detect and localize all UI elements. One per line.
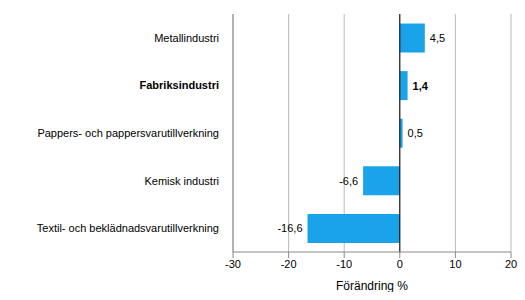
svg-text:-20: -20 xyxy=(281,258,297,270)
svg-text:Förändring %: Förändring % xyxy=(336,279,408,292)
svg-text:20: 20 xyxy=(505,258,517,270)
svg-text:-30: -30 xyxy=(225,258,241,270)
svg-text:4,5: 4,5 xyxy=(430,32,445,44)
svg-text:Kemisk industri: Kemisk industri xyxy=(144,175,219,187)
svg-text:-6,6: -6,6 xyxy=(339,175,358,187)
svg-text:Metallindustri: Metallindustri xyxy=(154,32,219,44)
svg-text:-10: -10 xyxy=(336,258,352,270)
svg-text:1,4: 1,4 xyxy=(413,80,429,92)
svg-text:Pappers- och pappersvarutillve: Pappers- och pappersvarutillverkning xyxy=(37,127,219,139)
svg-text:10: 10 xyxy=(449,258,461,270)
svg-text:0,5: 0,5 xyxy=(408,127,423,139)
svg-text:-16,6: -16,6 xyxy=(277,222,302,234)
svg-text:0: 0 xyxy=(397,258,403,270)
svg-text:Textil- och beklädnadsvarutill: Textil- och beklädnadsvarutillverkning xyxy=(37,222,219,234)
svg-text:Fabriksindustri: Fabriksindustri xyxy=(140,79,219,91)
